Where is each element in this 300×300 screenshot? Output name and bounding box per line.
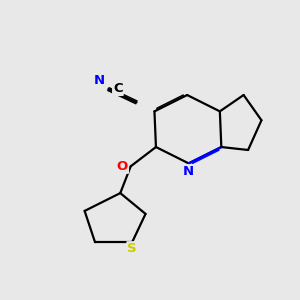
Text: N: N [183, 165, 194, 178]
Text: O: O [117, 160, 128, 173]
Text: C: C [113, 82, 123, 95]
Text: N: N [94, 74, 105, 87]
Text: S: S [128, 242, 137, 255]
